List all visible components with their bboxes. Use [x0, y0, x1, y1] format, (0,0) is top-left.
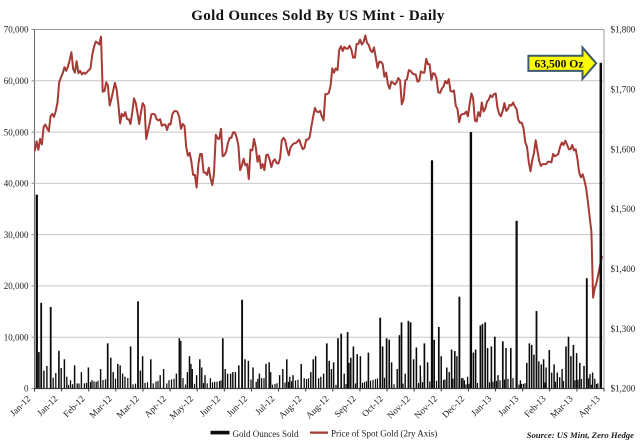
svg-text:$1,200: $1,200: [611, 384, 636, 394]
svg-text:70,000: 70,000: [4, 25, 29, 35]
svg-text:50,000: 50,000: [4, 127, 29, 137]
svg-text:$1,600: $1,600: [611, 144, 636, 154]
svg-text:20,000: 20,000: [4, 281, 29, 291]
svg-text:40,000: 40,000: [4, 179, 29, 189]
svg-text:10,000: 10,000: [4, 332, 29, 342]
svg-text:$1,700: $1,700: [611, 85, 636, 95]
svg-text:63,500 Oz: 63,500 Oz: [535, 57, 584, 70]
svg-text:60,000: 60,000: [4, 76, 29, 86]
svg-text:Price of Spot Gold (2ry Axis): Price of Spot Gold (2ry Axis): [331, 429, 437, 439]
svg-text:$1,800: $1,800: [611, 25, 636, 35]
svg-text:Gold Ounces Sold: Gold Ounces Sold: [233, 429, 299, 439]
svg-text:Gold Ounces Sold By US Mint -: Gold Ounces Sold By US Mint - Daily: [191, 8, 445, 24]
svg-text:$1,300: $1,300: [611, 324, 636, 334]
svg-text:30,000: 30,000: [4, 230, 29, 240]
svg-text:$1,500: $1,500: [611, 204, 636, 214]
svg-text:$1,400: $1,400: [611, 264, 636, 274]
svg-text:0: 0: [24, 384, 29, 394]
svg-text:Source: US Mint, Zero Hedge: Source: US Mint, Zero Hedge: [527, 430, 635, 440]
